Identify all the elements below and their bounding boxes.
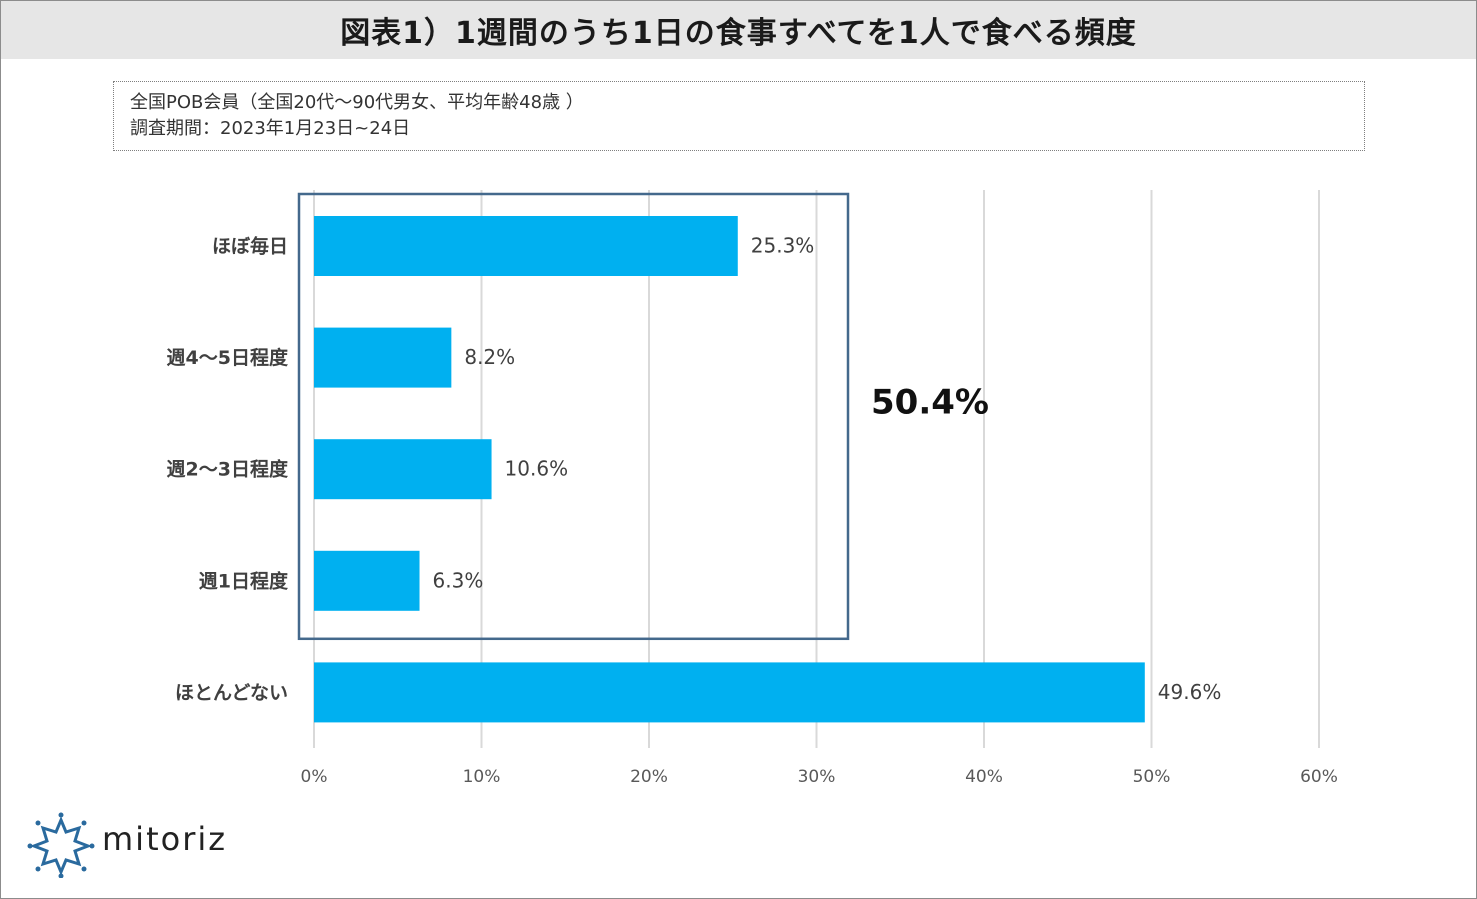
mitoriz-logo-icon <box>27 812 95 879</box>
data-label: 10.6% <box>505 457 569 481</box>
x-tick-label: 30% <box>798 767 836 787</box>
x-tick-label: 60% <box>1300 767 1338 787</box>
bar-3 <box>314 550 420 611</box>
category-label: ほとんどない <box>175 682 288 704</box>
category-label: 週1日程度 <box>199 569 289 592</box>
x-tick-label: 0% <box>301 767 328 787</box>
survey-period-text: 調査期間：2023年1月23日~24日 <box>130 118 411 139</box>
title-bar: 図表1）1週間のうち1日の食事すべてを1人で食べる頻度 <box>1 1 1476 59</box>
data-label: 6.3% <box>433 568 484 592</box>
mitoriz-logo: mitoriz <box>26 812 256 879</box>
category-label: 週4～5日程度 <box>167 346 289 369</box>
x-tick-label: 40% <box>965 767 1003 787</box>
bar-4 <box>314 662 1145 723</box>
brand-name: mitoriz <box>102 820 228 858</box>
highlight-total-label: 50.4% <box>871 383 989 423</box>
bar-0 <box>314 216 738 276</box>
survey-info-box: 全国POB会員（全国20代～90代男女、平均年齢48歳 ） 調査期間：2023年… <box>113 81 1365 151</box>
highlight-box <box>297 192 850 641</box>
category-label: 週2～3日程度 <box>167 458 289 481</box>
bar-2 <box>314 439 492 500</box>
data-label: 8.2% <box>464 345 515 369</box>
page-title: 図表1）1週間のうち1日の食事すべてを1人で食べる頻度 <box>340 16 1137 51</box>
data-label: 49.6% <box>1158 680 1222 704</box>
bar-1 <box>314 327 452 388</box>
survey-target-text: 全国POB会員（全国20代～90代男女、平均年齢48歳 ） <box>130 92 584 113</box>
x-tick-label: 10% <box>463 767 501 787</box>
data-label: 25.3% <box>751 234 815 258</box>
x-tick-label: 50% <box>1133 767 1171 787</box>
category-label: ほぼ毎日 <box>212 235 288 258</box>
x-tick-label: 20% <box>630 767 668 787</box>
